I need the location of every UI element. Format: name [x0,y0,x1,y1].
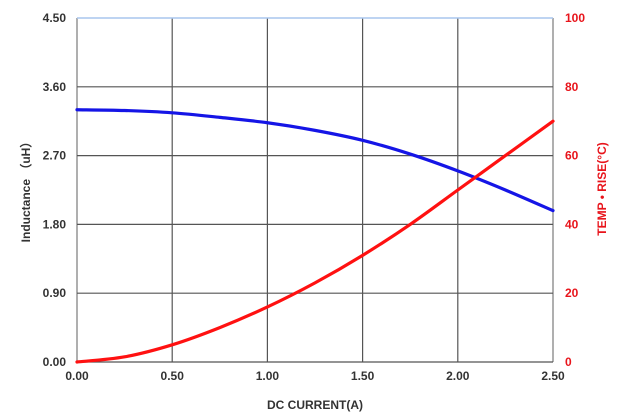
y-left-tick-label: 0.00 [43,355,67,369]
y-right-tick-label: 20 [565,286,579,300]
y-left-tick-label: 3.60 [43,80,67,94]
y-left-tick-label: 1.80 [43,217,67,231]
x-tick-label: 1.50 [351,369,375,383]
y-right-tick-label: 40 [565,217,579,231]
y-right-tick-label: 60 [565,149,579,163]
y-left-tick-label: 4.50 [43,11,67,25]
x-tick-label: 1.00 [256,369,280,383]
series-layer [75,108,555,364]
x-tick-label: 0.50 [161,369,185,383]
y-right-tick-label: 100 [565,11,585,25]
y-axis-left-title: Inductance （uH） [18,136,33,243]
y-left-tick-label: 2.70 [43,149,67,163]
y-right-tick-label: 0 [565,355,572,369]
temp-rise-line [75,119,555,364]
x-tick-label: 2.50 [541,369,565,383]
grid-layer [76,17,554,363]
x-tick-label: 2.00 [446,369,470,383]
x-axis-title: DC CURRENT(A) [267,398,363,412]
tick-layer: 0.00 0.50 1.00 1.50 2.00 2.50 0.00 0.90 1.80 2.70… [43,11,586,383]
y-left-tick-label: 0.90 [43,286,67,300]
y-right-tick-label: 80 [565,80,579,94]
inductance-line [75,108,555,213]
y-axis-right-title: TEMP • RISE(°C) [595,142,609,235]
x-tick-label: 0.00 [65,369,89,383]
